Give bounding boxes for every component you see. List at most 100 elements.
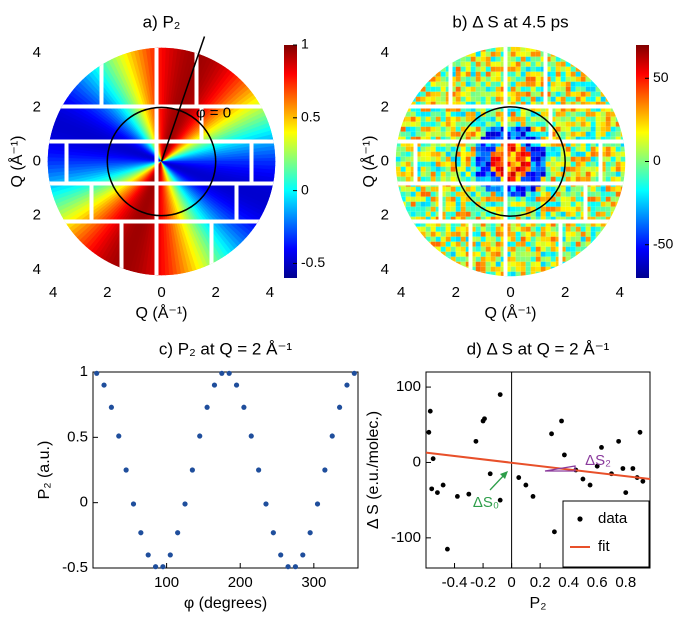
image-pixel	[415, 151, 421, 157]
image-pixel	[530, 156, 536, 162]
image-pixel	[565, 76, 571, 82]
image-pixel	[455, 76, 461, 82]
image-pixel	[570, 171, 576, 177]
image-pixel	[430, 76, 436, 82]
image-pixel	[480, 166, 486, 172]
image-pixel	[605, 176, 611, 182]
image-pixel	[410, 171, 416, 177]
colorbar-tick-label: 0.5	[301, 109, 321, 125]
image-pixel	[505, 261, 511, 267]
image-pixel	[560, 226, 566, 232]
image-pixel	[420, 126, 426, 132]
image-pixel	[490, 216, 496, 222]
colorbar-tick-label: 0	[301, 181, 309, 197]
image-pixel	[495, 241, 501, 247]
point	[580, 476, 586, 482]
image-pixel	[540, 106, 546, 112]
image-pixel	[500, 146, 506, 152]
image-pixel	[470, 71, 476, 77]
image-pixel	[460, 116, 466, 122]
image-pixel	[500, 101, 506, 107]
image-pixel	[510, 256, 516, 262]
image-pixel	[460, 256, 466, 262]
image-pixel	[485, 101, 491, 107]
image-pixel	[620, 131, 626, 137]
image-pixel	[580, 86, 586, 92]
image-pixel	[575, 101, 581, 107]
image-pixel	[575, 71, 581, 77]
image-pixel	[505, 146, 511, 152]
image-pixel	[545, 206, 551, 212]
image-pixel	[585, 141, 591, 147]
image-pixel	[575, 246, 581, 252]
image-pixel	[565, 231, 571, 237]
image-pixel	[525, 221, 531, 227]
image-pixel	[555, 126, 561, 132]
image-pixel	[550, 66, 556, 72]
image-pixel	[480, 61, 486, 67]
image-pixel	[585, 106, 591, 112]
image-pixel	[515, 136, 521, 142]
image-pixel	[540, 211, 546, 217]
image-pixel	[470, 76, 476, 82]
image-pixel	[545, 266, 551, 272]
image-pixel	[580, 96, 586, 102]
image-pixel	[605, 161, 611, 167]
image-pixel	[425, 91, 431, 97]
image-pixel	[480, 76, 486, 82]
image-pixel	[485, 176, 491, 182]
image-pixel	[450, 241, 456, 247]
image-pixel	[575, 166, 581, 172]
image-pixel	[400, 166, 406, 172]
image-pixel	[430, 71, 436, 77]
image-pixel	[535, 51, 541, 57]
image-pixel	[490, 81, 496, 87]
image-pixel	[540, 241, 546, 247]
image-pixel	[485, 131, 491, 137]
image-pixel	[460, 216, 466, 222]
image-pixel	[580, 241, 586, 247]
image-pixel	[435, 136, 441, 142]
image-pixel	[525, 241, 531, 247]
image-pixel	[610, 136, 616, 142]
image-pixel	[605, 196, 611, 202]
image-pixel	[405, 186, 411, 192]
image-pixel	[465, 81, 471, 87]
point	[440, 482, 446, 488]
image-pixel	[415, 161, 421, 167]
image-pixel	[480, 241, 486, 247]
image-pixel	[580, 226, 586, 232]
image-pixel	[460, 86, 466, 92]
detector-image	[47, 47, 276, 276]
image-pixel	[505, 186, 511, 192]
image-pixel	[620, 186, 626, 192]
image-pixel	[435, 246, 441, 252]
x-tick-label: 200	[228, 574, 253, 591]
image-pixel	[435, 241, 441, 247]
image-pixel	[565, 56, 571, 62]
image-pixel	[430, 241, 436, 247]
image-pixel	[430, 196, 436, 202]
image-pixel	[485, 136, 491, 142]
image-pixel	[530, 271, 536, 277]
image-pixel	[500, 176, 506, 182]
image-pixel	[445, 176, 451, 182]
point	[473, 438, 479, 444]
image-pixel	[470, 121, 476, 127]
image-pixel	[430, 116, 436, 122]
image-pixel	[515, 196, 521, 202]
image-pixel	[500, 201, 506, 207]
image-pixel	[485, 226, 491, 232]
image-pixel	[415, 91, 421, 97]
image-pixel	[555, 226, 561, 232]
image-pixel	[430, 211, 436, 217]
point	[559, 418, 564, 424]
image-pixel	[440, 151, 446, 157]
image-pixel	[495, 146, 501, 152]
image-pixel	[545, 166, 551, 172]
image-pixel	[520, 256, 526, 262]
image-pixel	[595, 226, 601, 232]
image-pixel	[555, 251, 561, 257]
image-pixel	[405, 136, 411, 142]
image-pixel	[425, 76, 431, 82]
